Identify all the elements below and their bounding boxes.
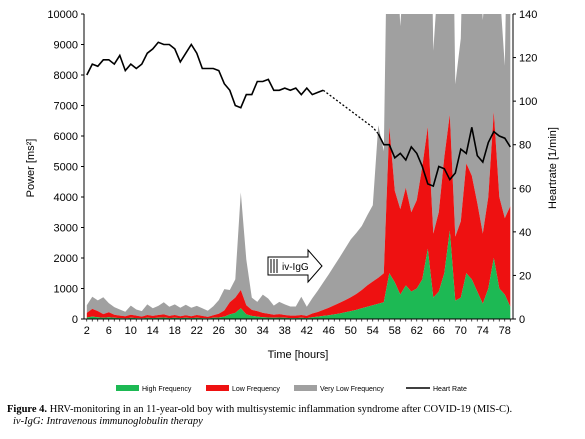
y-right-tick-label: 20 — [519, 270, 531, 282]
caption-prefix: Figure 4. — [7, 404, 48, 415]
y-left-tick-label: 3000 — [54, 223, 78, 235]
x-tick-label: 30 — [235, 325, 247, 337]
legend-swatch-vlf — [294, 385, 317, 391]
area-low-frequency — [86, 111, 511, 319]
legend: High Frequency Low Frequency Very Low Fr… — [116, 385, 467, 393]
y-left-tick-label: 9000 — [54, 40, 78, 52]
ivig-arrow-shape — [267, 248, 323, 284]
legend-label-hf: High Frequency — [142, 386, 192, 393]
y-right-tick-label: 40 — [519, 227, 531, 239]
area-high-frequency — [86, 230, 511, 319]
x-axis-title: Time [hours] — [268, 349, 329, 361]
x-tick-label: 38 — [279, 325, 291, 337]
y-right-tick-label: 120 — [519, 53, 537, 65]
legend-label-vlf: Very Low Frequency — [320, 386, 384, 393]
legend-label-lf: Low Frequency — [232, 386, 280, 393]
x-tick-label: 58 — [389, 325, 401, 337]
figure-caption: Figure 4. HRV-monitoring in an 11-year-o… — [7, 404, 583, 428]
y-right-tick-label: 100 — [519, 96, 537, 108]
x-tick-label: 54 — [367, 325, 379, 337]
ivig-annotation: iv-IgG — [267, 248, 323, 284]
legend-label-hr: Heart Rate — [433, 386, 467, 393]
y-left-tick-label: 1000 — [54, 284, 78, 296]
caption-note: iv-IgG: Intravenous immunoglobulin thera… — [13, 416, 203, 427]
y-left-tick-label: 2000 — [54, 253, 78, 265]
axes: 0100020003000400050006000700080009000100… — [47, 9, 537, 337]
y-left-tick-label: 8000 — [54, 70, 78, 82]
heart-rate-layer — [86, 41, 511, 188]
heart-rate-line-after — [377, 127, 511, 188]
y-left-tick-label: 0 — [72, 314, 78, 326]
y-left-tick-label: 4000 — [54, 192, 78, 204]
y-axis-left-title: Power [ms²] — [25, 139, 37, 198]
x-tick-label: 34 — [257, 325, 269, 337]
caption-text: HRV-monitoring in an 11-year-old boy wit… — [47, 404, 513, 415]
hrv-chart: 0100020003000400050006000700080009000100… — [25, 9, 559, 393]
x-tick-label: 70 — [455, 325, 467, 337]
x-tick-label: 18 — [169, 325, 181, 337]
y-left-tick-label: 7000 — [54, 101, 78, 113]
heart-rate-line-measured — [86, 41, 324, 109]
x-tick-label: 50 — [345, 325, 357, 337]
y-axis-right-title: Heartrate [1/min] — [547, 127, 559, 209]
x-tick-label: 46 — [323, 325, 335, 337]
legend-swatch-lf — [206, 385, 229, 391]
y-left-tick-label: 6000 — [54, 131, 78, 143]
heart-rate-line-gap — [322, 89, 379, 135]
x-tick-label: 14 — [147, 325, 159, 337]
y-right-tick-label: 140 — [519, 9, 537, 21]
x-tick-label: 26 — [213, 325, 225, 337]
x-tick-label: 42 — [301, 325, 313, 337]
x-tick-label: 10 — [125, 325, 137, 337]
x-tick-label: 74 — [477, 325, 489, 337]
x-tick-label: 6 — [106, 325, 112, 337]
x-tick-label: 78 — [499, 325, 511, 337]
legend-swatch-hf — [116, 385, 139, 391]
y-right-tick-label: 80 — [519, 140, 531, 152]
y-right-tick-label: 60 — [519, 183, 531, 195]
x-tick-label: 2 — [84, 325, 90, 337]
y-right-tick-label: 0 — [519, 314, 525, 326]
area-layers — [86, 14, 511, 319]
area-very-low-frequency — [86, 14, 511, 317]
x-tick-label: 62 — [411, 325, 423, 337]
y-left-tick-label: 10000 — [47, 9, 78, 21]
x-tick-label: 22 — [191, 325, 203, 337]
y-left-tick-label: 5000 — [54, 162, 78, 174]
x-tick-label: 66 — [433, 325, 445, 337]
ivig-label: iv-IgG — [282, 262, 309, 273]
